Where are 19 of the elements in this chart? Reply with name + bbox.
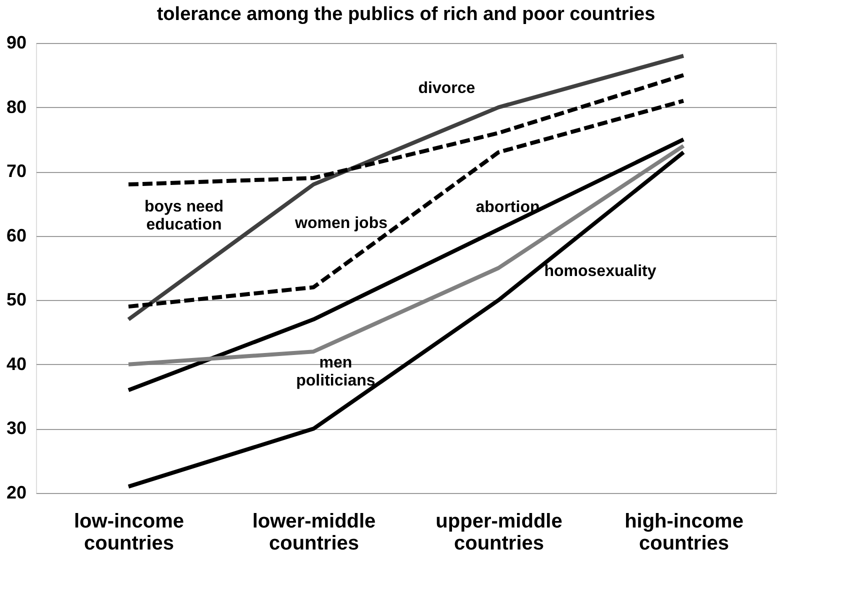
x-tick-label: low-income countries xyxy=(74,510,184,554)
y-tick-label: 90 xyxy=(6,32,26,52)
y-tick-label: 30 xyxy=(6,418,26,438)
y-tick-label: 20 xyxy=(6,482,26,502)
y-tick-label: 80 xyxy=(6,96,26,117)
chart-title: tolerance among the publics of rich and poor countries xyxy=(156,4,656,25)
x-tick-label: high-income countries xyxy=(624,510,744,554)
series-label: men politicians xyxy=(296,354,376,390)
series-label: divorce xyxy=(418,80,476,97)
y-tick-label: 60 xyxy=(6,225,26,246)
series-label: women jobs xyxy=(294,215,388,232)
series-label: boys need education xyxy=(144,198,224,234)
series-label: abortion xyxy=(476,198,540,216)
series-label: homosexuality xyxy=(544,263,656,280)
x-tick-label: lower-middle countries xyxy=(252,510,376,554)
y-tick-label: 70 xyxy=(6,161,26,182)
y-tick-label: 50 xyxy=(6,290,26,310)
x-tick-label: upper-middle countries xyxy=(436,510,562,554)
y-tick-label: 40 xyxy=(6,354,26,374)
